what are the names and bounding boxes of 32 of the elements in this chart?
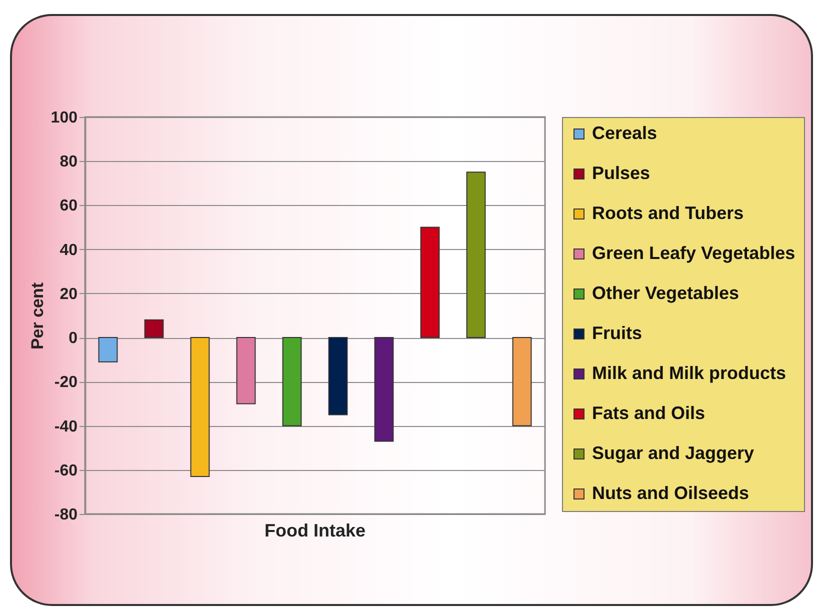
y-tick-label: 60 — [60, 198, 78, 215]
y-tick-label: 40 — [60, 242, 78, 259]
x-tick-label: Food Intake — [264, 520, 366, 540]
y-tick-label: -80 — [54, 506, 78, 524]
legend-label: Sugar and Jaggery — [592, 443, 754, 463]
y-tick-label: -20 — [54, 374, 78, 392]
legend-label: Pulses — [592, 163, 650, 183]
bar — [466, 172, 486, 338]
bar — [512, 337, 532, 426]
y-tick-label: 0 — [68, 330, 78, 348]
legend-label: Fruits — [592, 323, 642, 343]
y-tick-label: 80 — [60, 154, 78, 171]
bar — [190, 337, 210, 478]
legend-label: Roots and Tubers — [592, 203, 744, 223]
y-tick-label: 20 — [60, 286, 78, 303]
y-tick-label: -40 — [54, 418, 78, 436]
legend-label: Milk and Milk products — [592, 363, 786, 383]
bar — [282, 337, 302, 426]
bar — [374, 337, 394, 442]
legend-label: Fats and Oils — [592, 403, 706, 423]
bar — [328, 337, 348, 416]
bar — [236, 337, 256, 404]
legend-label: Green Leafy Vegetables — [592, 243, 796, 263]
bar — [98, 337, 118, 362]
legend-label: Cereals — [592, 123, 658, 143]
y-axis-title: Per cent — [28, 282, 47, 350]
y-tick-label: 100 — [50, 110, 78, 126]
legend-label: Other Vegetables — [592, 283, 740, 303]
bar — [420, 226, 440, 338]
y-tick-label: -60 — [54, 462, 78, 480]
bar — [144, 319, 164, 338]
legend-label: Nuts and Oilseeds — [592, 483, 750, 503]
